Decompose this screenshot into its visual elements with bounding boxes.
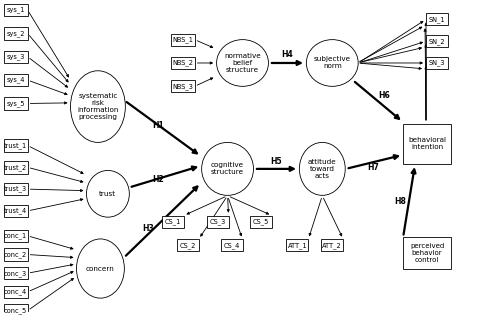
FancyBboxPatch shape [170,80,194,92]
Text: conc_1: conc_1 [4,232,27,239]
Text: CS_5: CS_5 [253,218,269,225]
Text: SN_2: SN_2 [428,38,446,44]
Text: trust_3: trust_3 [4,186,27,192]
FancyBboxPatch shape [4,97,28,110]
Text: CS_3: CS_3 [210,218,226,225]
FancyBboxPatch shape [4,304,28,315]
Text: SN_1: SN_1 [428,16,445,23]
Text: NBS_3: NBS_3 [172,83,193,90]
FancyBboxPatch shape [4,161,28,174]
Text: trust_1: trust_1 [4,142,27,149]
FancyBboxPatch shape [250,216,272,228]
FancyBboxPatch shape [404,238,450,269]
Text: NBS_1: NBS_1 [172,36,193,43]
FancyBboxPatch shape [426,35,448,47]
FancyBboxPatch shape [4,248,28,261]
FancyBboxPatch shape [4,267,28,279]
Text: H3: H3 [142,224,154,232]
FancyBboxPatch shape [426,14,448,25]
Text: sys_1: sys_1 [6,7,25,14]
Text: ATT_1: ATT_1 [288,242,307,249]
Text: H5: H5 [270,157,282,166]
Text: cognitive
structure: cognitive structure [211,162,244,175]
Text: normative
belief
structure: normative belief structure [224,53,261,73]
Text: ATT_2: ATT_2 [322,242,342,249]
FancyBboxPatch shape [404,124,450,164]
Text: sys_5: sys_5 [6,100,25,107]
FancyBboxPatch shape [4,4,28,16]
FancyBboxPatch shape [170,57,194,69]
FancyBboxPatch shape [4,74,28,86]
Ellipse shape [202,142,254,195]
Text: H1: H1 [152,121,164,130]
FancyBboxPatch shape [176,239,199,251]
FancyBboxPatch shape [426,57,448,69]
Text: sys_2: sys_2 [6,30,25,37]
Text: systematic
risk
information
processing: systematic risk information processing [77,93,118,120]
FancyBboxPatch shape [4,230,28,242]
Text: perceived
behavior
control: perceived behavior control [410,243,444,263]
FancyBboxPatch shape [162,216,184,228]
Text: H8: H8 [394,197,406,206]
Text: conc_3: conc_3 [4,270,27,277]
Text: concern: concern [86,266,115,272]
FancyBboxPatch shape [220,239,242,251]
Ellipse shape [70,71,126,142]
FancyBboxPatch shape [4,183,28,195]
Text: H7: H7 [368,163,380,172]
Ellipse shape [306,40,358,86]
Text: sys_3: sys_3 [6,53,25,60]
FancyBboxPatch shape [4,205,28,217]
Text: SN_3: SN_3 [428,60,445,66]
Text: sys_4: sys_4 [6,77,25,83]
Text: CS_2: CS_2 [180,242,196,249]
Text: conc_5: conc_5 [4,307,28,314]
FancyBboxPatch shape [322,239,343,251]
Ellipse shape [86,170,130,217]
Text: NBS_2: NBS_2 [172,60,193,66]
Text: trust_4: trust_4 [4,208,28,214]
Text: subjective
norm: subjective norm [314,56,351,70]
Text: CS_4: CS_4 [224,242,240,249]
Text: behavioral
intention: behavioral intention [408,137,446,151]
Text: conc_4: conc_4 [4,289,28,295]
FancyBboxPatch shape [4,139,28,152]
Text: attitude
toward
acts: attitude toward acts [308,159,336,179]
Ellipse shape [300,142,345,195]
FancyBboxPatch shape [206,216,229,228]
Text: trust_2: trust_2 [4,164,28,171]
Ellipse shape [76,239,124,298]
Text: CS_1: CS_1 [164,218,181,225]
Ellipse shape [216,40,268,86]
FancyBboxPatch shape [170,34,194,46]
FancyBboxPatch shape [4,286,28,298]
Text: H2: H2 [152,175,164,184]
Text: H4: H4 [282,50,294,60]
FancyBboxPatch shape [4,50,28,63]
FancyBboxPatch shape [4,27,28,40]
Text: trust: trust [100,191,116,197]
FancyBboxPatch shape [286,239,308,251]
Text: conc_2: conc_2 [4,251,28,258]
Text: H6: H6 [378,91,390,100]
